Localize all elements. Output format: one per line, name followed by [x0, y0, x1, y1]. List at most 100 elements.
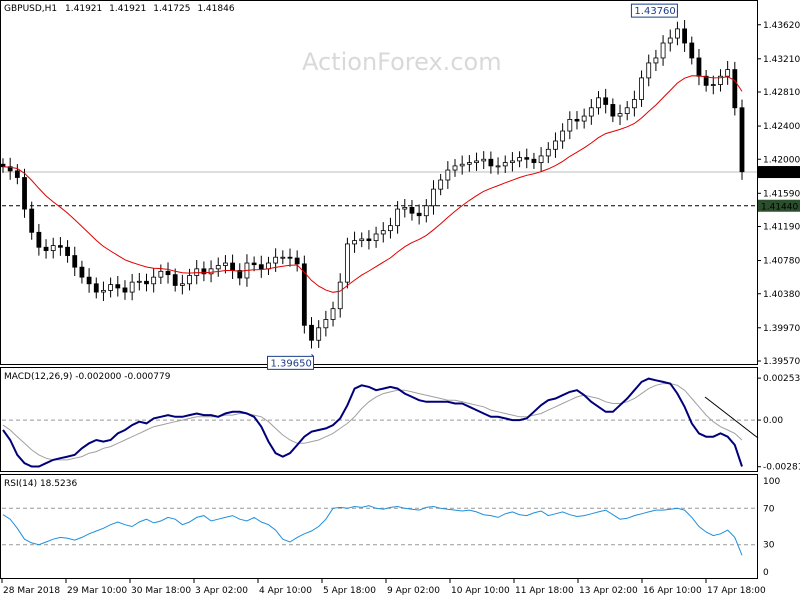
- price-layer: 1.43760 1.39650: [0, 3, 757, 370]
- candle-body: [330, 308, 336, 320]
- candle: [538, 147, 544, 172]
- candle-body: [223, 262, 228, 266]
- candle: [545, 142, 551, 164]
- candle: [395, 201, 401, 234]
- candle-body: [22, 177, 27, 210]
- candle: [201, 261, 207, 282]
- candle-body: [187, 275, 192, 285]
- candle-body: [230, 262, 235, 271]
- candle-body: [725, 69, 731, 77]
- candle-body: [172, 274, 178, 286]
- candle-body: [14, 170, 20, 178]
- candle: [510, 152, 515, 172]
- candle-body: [689, 42, 695, 59]
- candle: [72, 246, 78, 277]
- candle: [251, 256, 257, 272]
- candle: [445, 161, 451, 189]
- candle: [517, 151, 522, 168]
- candle: [667, 29, 673, 52]
- candle: [682, 20, 688, 52]
- candle-body: [610, 104, 616, 117]
- candle: [258, 255, 264, 278]
- candle-body: [624, 107, 630, 114]
- candle: [273, 248, 279, 272]
- candle-body: [93, 283, 99, 293]
- candle: [136, 273, 142, 291]
- candle-body: [65, 246, 70, 256]
- candle: [115, 276, 121, 297]
- candle-body: [567, 119, 573, 132]
- macd-layer: [2, 377, 759, 468]
- candle-body: [402, 207, 408, 210]
- x-tick-label: 4 Apr 10:00: [259, 586, 312, 596]
- candle-body: [524, 157, 530, 160]
- candle-body: [423, 205, 429, 217]
- candle: [101, 281, 106, 301]
- candle-body: [703, 75, 709, 86]
- annotation-low: 1.39650: [271, 358, 312, 369]
- x-tick-label: 29 Mar 10:00: [67, 586, 127, 596]
- candle-body: [560, 130, 566, 142]
- symbol-label: GBPUSD,H1: [4, 4, 57, 14]
- candle-body: [388, 225, 393, 232]
- price-tick-label: 1.39970: [763, 324, 800, 334]
- candle-body: [675, 28, 680, 39]
- candle: [409, 200, 415, 221]
- candle-body: [323, 319, 329, 329]
- candle-body: [696, 57, 702, 77]
- candle-body: [510, 160, 515, 163]
- candle: [165, 262, 171, 284]
- candle-body: [201, 268, 207, 275]
- candle-body: [273, 256, 279, 264]
- dashed-level-label: 1.41440: [761, 203, 798, 213]
- candle: [459, 155, 465, 175]
- candle: [732, 61, 738, 116]
- candle: [158, 264, 164, 285]
- candle-body: [495, 165, 501, 168]
- candle-body: [646, 62, 652, 79]
- candle-body: [531, 158, 537, 163]
- candle: [646, 54, 652, 87]
- candle: [36, 223, 42, 256]
- candle-body: [653, 57, 659, 64]
- candle: [93, 277, 99, 299]
- candle-body: [215, 265, 221, 270]
- candle: [402, 198, 408, 218]
- macd-tick-label: 0.00: [763, 416, 783, 426]
- candle: [617, 104, 623, 126]
- candle-body: [373, 233, 379, 242]
- rsi-layer: [2, 505, 757, 556]
- candle-body: [165, 270, 171, 276]
- macd-panel: [0, 367, 758, 472]
- candle: [144, 273, 149, 292]
- candle-body: [682, 28, 688, 44]
- candle-body: [129, 281, 135, 293]
- rsi-tick-label: 70: [763, 504, 775, 514]
- candle: [294, 250, 300, 272]
- candle: [416, 204, 422, 225]
- candle-body: [309, 324, 314, 341]
- candle-body: [667, 37, 673, 44]
- candle-body: [488, 158, 494, 167]
- candle-body: [438, 179, 444, 190]
- price-tick-label: 1.42000: [763, 155, 800, 165]
- candle: [208, 260, 214, 283]
- rsi-label: RSI(14) 18.5236: [4, 479, 77, 489]
- candle-body: [36, 231, 42, 248]
- x-tick-label: 28 Mar 2018: [3, 586, 60, 596]
- rsi-panel: [0, 474, 758, 579]
- price-tick-label: 1.41190: [763, 223, 800, 233]
- candle: [380, 222, 386, 243]
- candle-body: [588, 107, 594, 117]
- candle-body: [466, 162, 472, 165]
- candle-body: [50, 245, 56, 251]
- candle: [57, 237, 63, 256]
- candle-body: [639, 77, 644, 100]
- candle-body: [574, 119, 580, 122]
- candle-body: [179, 283, 185, 286]
- candle: [466, 155, 472, 172]
- macd-signal-line: [2, 383, 743, 461]
- macd-trendline: [704, 396, 759, 439]
- candle: [596, 91, 601, 115]
- candle: [352, 231, 357, 253]
